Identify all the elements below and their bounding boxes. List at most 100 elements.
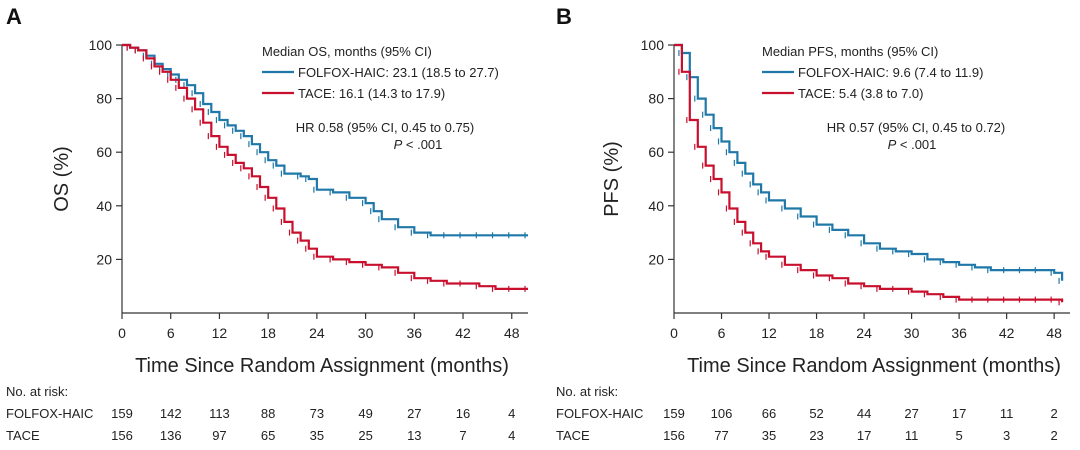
y-tick-label: 20 [648,251,664,267]
risk-value: 77 [714,428,728,443]
risk-value: 136 [160,428,182,443]
risk-value: 35 [310,428,324,443]
y-axis-title: PFS (%) [601,141,623,217]
x-tick-label: 0 [670,325,678,341]
x-ticks: 0 6 12 18 24 30 36 42 48 [118,313,520,341]
risk-value: 44 [857,406,871,421]
y-tick-label: 100 [641,37,665,53]
km-curve-tace [122,43,528,290]
hazard-ratio: HR 0.57 (95% CI, 0.45 to 0.72) [827,120,1005,135]
risk-value: 16 [456,406,470,421]
risk-table: No. at risk: FOLFOX-HAIC TACE 159 142 113 8… [6,384,515,443]
risk-value: 5 [956,428,963,443]
risk-row-label: FOLFOX-HAIC [556,406,643,421]
risk-value: 66 [762,406,776,421]
risk-value: 13 [407,428,421,443]
y-ticks: 20 40 60 80 100 [641,37,674,267]
risk-value: 156 [663,428,685,443]
y-ticks: 20 40 60 80 100 [89,37,122,267]
risk-value: 11 [905,428,919,443]
risk-row-label: FOLFOX-HAIC [6,406,93,421]
legend-entry-folfox: FOLFOX-HAIC: 23.1 (18.5 to 27.7) [298,65,499,80]
y-tick-label: 60 [648,144,664,160]
x-tick-label: 24 [309,325,325,341]
panel-b: B 20 40 60 80 100 0 6 12 18 24 30 36 42 48 PFS (%) T… [556,4,1070,443]
y-tick-label: 80 [96,91,112,107]
risk-value: 156 [111,428,133,443]
p-value: P < .001 [394,137,443,152]
p-prefix: P [394,137,403,152]
legend-entry-tace: TACE: 5.4 (3.8 to 7.0) [798,86,923,101]
y-tick-label: 80 [648,91,664,107]
x-tick-label: 12 [761,325,777,341]
km-curve-tace [674,43,1064,303]
p-value: P < .001 [888,137,937,152]
x-tick-label: 18 [260,325,276,341]
legend-entry-tace: TACE: 16.1 (14.3 to 17.9) [298,86,445,101]
x-tick-label: 30 [904,325,920,341]
legend-title: Median OS, months (95% CI) [262,44,432,59]
risk-value: 25 [358,428,372,443]
risk-value: 88 [261,406,275,421]
legend-entry-folfox: FOLFOX-HAIC: 9.6 (7.4 to 11.9) [798,65,983,80]
y-tick-label: 60 [96,144,112,160]
p-value-text: < .001 [402,137,442,152]
risk-value: 159 [663,406,685,421]
risk-row-label: TACE [6,428,40,443]
x-tick-label: 6 [167,325,175,341]
risk-value: 35 [762,428,776,443]
risk-value: 11 [1000,406,1014,421]
risk-value: 106 [711,406,733,421]
risk-table: No. at risk: FOLFOX-HAIC TACE 159 106 66 52… [556,384,1058,443]
x-tick-label: 48 [1046,325,1062,341]
risk-value: 23 [809,428,823,443]
legend-title: Median PFS, months (95% CI) [762,44,938,59]
y-tick-label: 40 [96,198,112,214]
x-tick-label: 6 [718,325,726,341]
x-ticks: 0 6 12 18 24 30 36 42 48 [670,313,1062,341]
risk-value: 7 [459,428,466,443]
x-tick-label: 48 [504,325,520,341]
x-tick-label: 42 [455,325,471,341]
panel-a: A 20 40 60 80 100 0 6 12 18 24 30 36 42 48 OS (%) Ti… [6,4,528,443]
panel-label: A [6,4,22,29]
risk-value: 17 [857,428,871,443]
y-tick-label: 20 [96,251,112,267]
x-axis-title: Time Since Random Assignment (months) [687,355,1061,377]
risk-value: 142 [160,406,182,421]
risk-value: 17 [952,406,966,421]
risk-table-title: No. at risk: [556,384,618,399]
risk-value: 65 [261,428,275,443]
risk-value: 27 [904,406,918,421]
risk-value: 2 [1051,406,1058,421]
legend: Median PFS, months (95% CI) FOLFOX-HAIC:… [762,44,983,101]
risk-row-label: TACE [556,428,590,443]
survival-curves [122,43,528,292]
x-tick-label: 42 [999,325,1015,341]
x-axis-title: Time Since Random Assignment (months) [135,355,509,377]
p-prefix: P [888,137,897,152]
km-curve-folfox-haic [674,43,1064,281]
risk-value: 113 [209,406,230,421]
x-tick-label: 18 [809,325,825,341]
y-tick-label: 40 [648,198,664,214]
risk-value: 73 [310,406,324,421]
x-tick-label: 0 [118,325,126,341]
p-value-text: < .001 [896,137,936,152]
panel-label: B [556,4,572,29]
risk-value: 3 [1003,428,1010,443]
risk-value: 52 [809,406,823,421]
hazard-ratio: HR 0.58 (95% CI, 0.45 to 0.75) [296,120,474,135]
y-tick-label: 100 [89,37,113,53]
risk-value: 27 [407,406,421,421]
risk-table-title: No. at risk: [6,384,68,399]
risk-value: 97 [212,428,226,443]
risk-value: 2 [1051,428,1058,443]
survival-curves [674,43,1064,306]
risk-values: 159 142 113 88 73 49 27 16 4 156 136 97 65 35 25 13 7 4 [111,406,515,443]
x-tick-label: 30 [358,325,374,341]
risk-value: 49 [358,406,372,421]
legend: Median OS, months (95% CI) FOLFOX-HAIC: … [262,44,499,101]
risk-value: 4 [508,428,515,443]
x-tick-label: 24 [856,325,872,341]
